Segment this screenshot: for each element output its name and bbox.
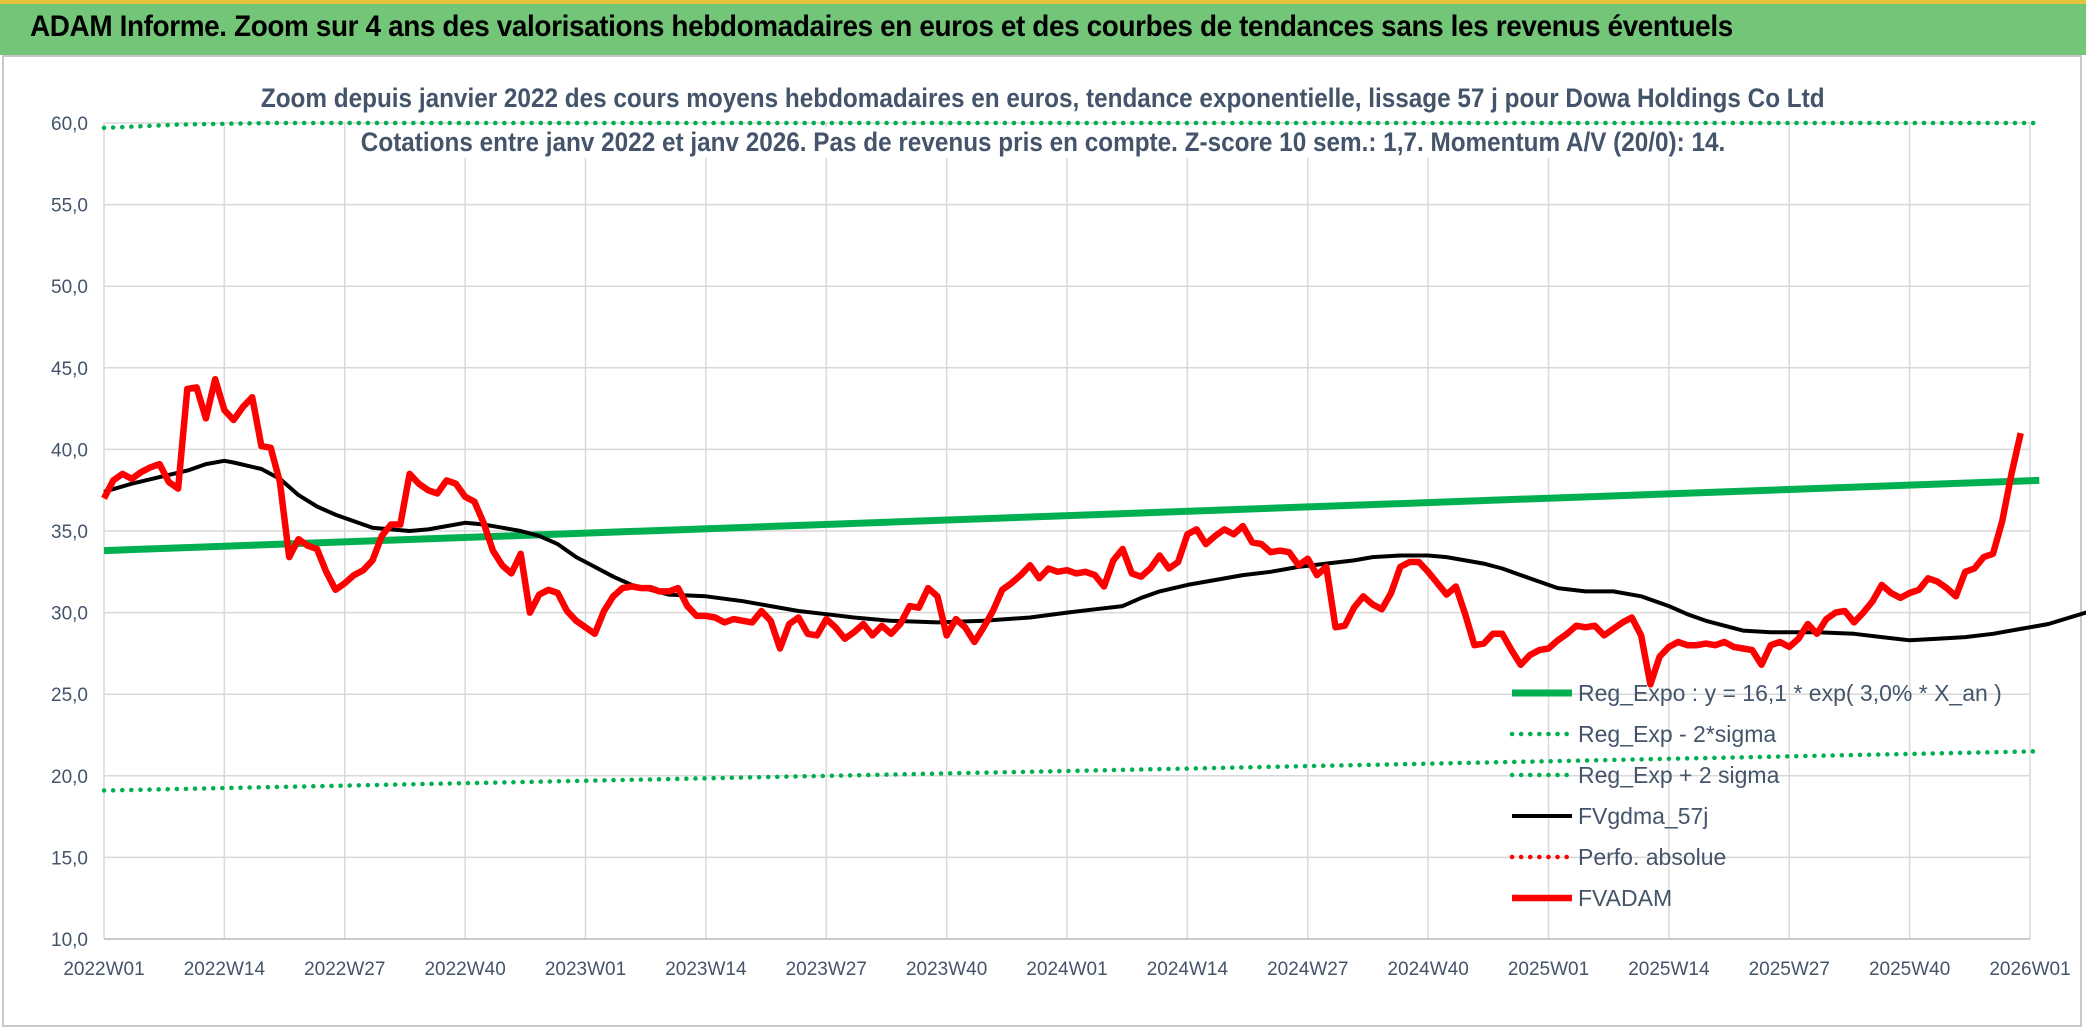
x-tick-label: 2025W40 — [1869, 959, 1950, 980]
chart-title: Zoom depuis janvier 2022 des cours moyen… — [0, 83, 2086, 114]
legend: Reg_Expo : y = 16,1 * exp( 3,0% * X_an )… — [1509, 680, 2002, 911]
y-tick-label: 45,0 — [51, 359, 88, 380]
x-tick-label: 2024W27 — [1267, 959, 1348, 980]
report-title: ADAM Informe. Zoom sur 4 ans des valoris… — [30, 10, 1733, 43]
series-line-0 — [103, 476, 2040, 555]
y-tick-label: 15,0 — [51, 848, 88, 869]
y-tick-label: 55,0 — [51, 196, 88, 217]
x-tick-label: 2022W14 — [184, 959, 266, 980]
legend-label: Reg_Exp - 2*sigma — [1578, 721, 1776, 747]
x-tick-label: 2022W01 — [63, 959, 144, 980]
y-tick-label: 35,0 — [51, 522, 88, 543]
legend-label: Reg_Exp + 2 sigma — [1578, 762, 1780, 788]
x-tick-label: 2025W14 — [1628, 959, 1710, 980]
series-line-5 — [101, 375, 2024, 688]
legend-label: FVgdma_57j — [1578, 803, 1708, 829]
x-tick-label: 2025W27 — [1749, 959, 1830, 980]
x-tick-label: 2024W40 — [1387, 959, 1468, 980]
y-tick-label: 60,0 — [51, 114, 88, 135]
x-tick-label: 2026W01 — [1989, 959, 2070, 980]
x-tick-label: 2023W27 — [786, 959, 867, 980]
x-tick-label: 2023W40 — [906, 959, 987, 980]
x-tick-label: 2022W27 — [304, 959, 385, 980]
y-tick-label: 10,0 — [51, 930, 88, 951]
chart-title-text: Zoom depuis janvier 2022 des cours moyen… — [253, 83, 1833, 114]
y-tick-label: 40,0 — [51, 440, 88, 461]
y-tick-label: 50,0 — [51, 277, 88, 298]
x-tick-label: 2022W40 — [424, 959, 505, 980]
chart-subtitle: Cotations entre janv 2022 et janv 2026. … — [0, 127, 2086, 158]
x-tick-label: 2023W14 — [665, 959, 747, 980]
series-line-3 — [103, 458, 2086, 643]
series-line-1 — [101, 120, 2042, 131]
legend-label: FVADAM — [1578, 885, 1672, 911]
axis-labels: 60,0 55,0 50,0 45,0 40,0 35,0 30,0 25,0 20,0 15,0… — [51, 114, 2071, 980]
chart-subtitle-text: Cotations entre janv 2022 et janv 2026. … — [353, 127, 1733, 158]
series-lines — [101, 120, 2086, 793]
x-tick-label: 2025W01 — [1508, 959, 1589, 980]
y-tick-label: 25,0 — [51, 685, 88, 706]
y-tick-label: 30,0 — [51, 604, 88, 625]
x-tick-label: 2023W01 — [545, 959, 626, 980]
y-tick-label: 20,0 — [51, 767, 88, 788]
legend-label: Reg_Expo : y = 16,1 * exp( 3,0% * X_an ) — [1578, 680, 2002, 706]
report-banner: ADAM Informe. Zoom sur 4 ans des valoris… — [0, 0, 2086, 55]
legend-label: Perfo. absolue — [1578, 844, 1726, 870]
x-tick-label: 2024W01 — [1026, 959, 1107, 980]
x-tick-label: 2024W14 — [1147, 959, 1229, 980]
